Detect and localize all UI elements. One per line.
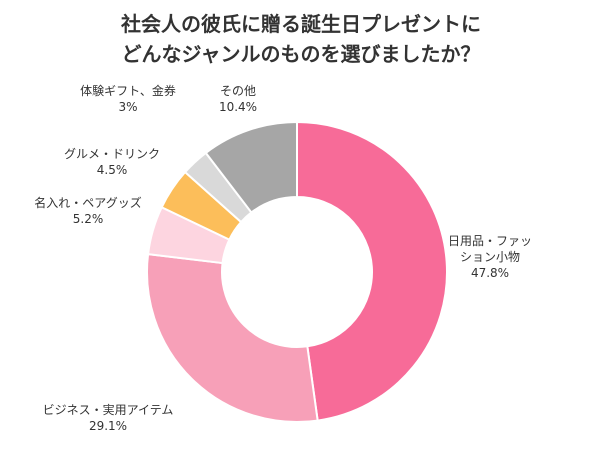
category-label: グルメ・ドリンク [63, 147, 160, 161]
category-label: 名入れ・ペアグッズ [34, 196, 142, 210]
chart-title: どんなジャンルのものを選びましたか？ [121, 42, 481, 66]
segment-label: その他 10.4% [138, 83, 338, 115]
category-label: 日用品・ファッション小物 [447, 234, 532, 264]
value-label: 29.1% [88, 419, 128, 433]
donut-segment [296, 120, 448, 422]
category-label: ビジネス・実用アイテム [42, 403, 174, 417]
value-label: 47.8% [470, 266, 510, 280]
value-label: 3% [118, 100, 138, 114]
value-label: 10.4% [218, 100, 258, 114]
segment-label: ビジネス・実用アイテム 29.1% [8, 402, 208, 434]
donut-segment [204, 120, 298, 214]
segment-label: 日用品・ファッション小物 47.8% [447, 233, 533, 281]
chart-title: 社会人の彼氏に贈る誕生日プレゼントに [121, 12, 481, 36]
segment-label: 名入れ・ペアグッズ 5.2% [0, 195, 188, 227]
segment-label: 体験ギフト、金券 3% [28, 83, 228, 115]
segment-label: グルメ・ドリンク 4.5% [12, 146, 212, 178]
category-label: その他 [219, 84, 256, 98]
category-label: 体験ギフト、金券 [80, 84, 176, 98]
value-label: 5.2% [72, 212, 104, 226]
donut-segment [146, 253, 319, 423]
value-label: 4.5% [96, 163, 128, 177]
